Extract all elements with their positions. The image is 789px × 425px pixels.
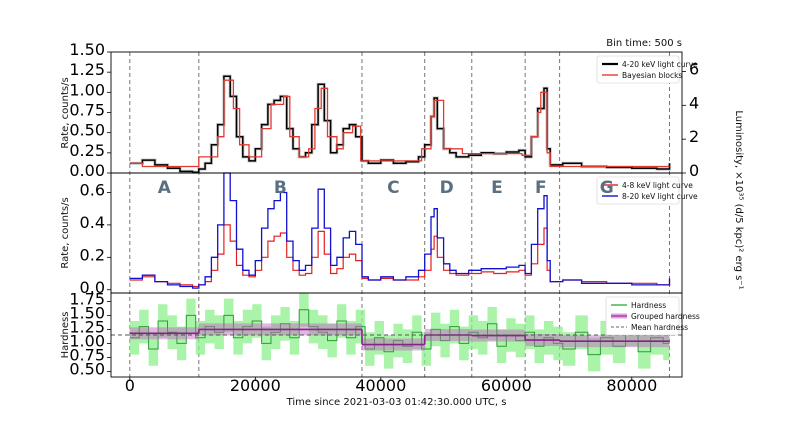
xtick-label-4: 80000 <box>606 376 657 395</box>
legend-box-2 <box>605 296 680 336</box>
segment-label-B: B <box>274 178 287 198</box>
ytick-label-2-2: 1.00 <box>69 331 105 350</box>
legend-0: 4-20 keV light curve Bayesian blocks <box>596 55 698 84</box>
ytick-label-2-4: 1.50 <box>69 303 105 322</box>
segment-label-D: D <box>440 178 454 198</box>
ylabel-bottom: Hardness <box>60 312 71 359</box>
ytick-label-2-3: 1.25 <box>69 317 105 336</box>
ytick-label-0-4: 1.00 <box>69 80 105 99</box>
ylabel-top: Rate, counts/s <box>60 77 71 148</box>
xtick-label-1: 20000 <box>230 376 281 395</box>
segment-label-A: A <box>158 178 172 198</box>
legend-label-0-0: 4-20 keV light curve <box>622 60 698 69</box>
segment-label-E: E <box>491 178 503 198</box>
segment-label-G: G <box>600 178 614 198</box>
ytick-label-0-3: 0.75 <box>69 101 105 120</box>
ytick-label-0-2: 0.50 <box>69 121 105 140</box>
panel-frame-2 <box>110 292 683 378</box>
right-ytick-label-3: 6 <box>689 59 699 78</box>
xlabel: Time since 2021-03-03 01:42:30.000 UTC, … <box>286 397 507 408</box>
ytick-label-0-6: 1.50 <box>69 40 105 59</box>
xtick-label-0: 0 <box>125 376 135 395</box>
ytick-label-2-0: 0.50 <box>69 359 105 378</box>
series-bayesian-blocks <box>129 79 670 168</box>
legend-2: Hardness Grouped hardness Mean hardness <box>605 296 700 336</box>
panel-frame-0 <box>110 51 683 174</box>
series-lightcurve-4-20 <box>129 75 671 173</box>
ylabel-right: Luminosity, ×10³⁵ (d/5 kpc)² erg s⁻¹ <box>733 110 744 289</box>
right-ytick-label-2: 4 <box>689 93 699 112</box>
legend-label-1-1: 8-20 keV light curve <box>622 192 698 201</box>
legend-label-1-0: 4-8 keV light curve <box>622 181 693 190</box>
ytick-label-2-5: 1.75 <box>69 289 105 308</box>
xtick-label-3: 60000 <box>481 376 532 395</box>
bottom-plot-area <box>111 293 682 372</box>
right-ytick-label-0: 0 <box>689 161 699 180</box>
legend-label-2-1: Grouped hardness <box>631 312 700 321</box>
ytick-label-1-0: 0.0 <box>80 278 105 297</box>
ytick-label-1-2: 0.4 <box>80 213 105 232</box>
ytick-label-1-3: 0.6 <box>80 180 105 199</box>
ytick-label-0-5: 1.25 <box>69 60 105 79</box>
ytick-label-0-0: 0.00 <box>69 161 105 180</box>
series-hardness <box>129 309 670 356</box>
ytick-label-0-1: 0.25 <box>69 141 105 160</box>
segment-label-F: F <box>535 178 547 198</box>
legend-box-1 <box>596 176 680 205</box>
legend-label-2-2: Mean hardness <box>631 323 688 332</box>
ylabel-middle: Rate, counts/s <box>60 197 71 268</box>
xtick-label-2: 40000 <box>355 376 406 395</box>
hardness-error-band <box>129 293 670 372</box>
legend-label-0-1: Bayesian blocks <box>622 71 682 80</box>
legend-box-0 <box>596 55 680 84</box>
series-lightcurve-8-20 <box>129 172 671 289</box>
segment-label-C: C <box>387 178 399 198</box>
bin-time-label: Bin time: 500 s <box>606 38 682 49</box>
legend-label-2-0: Hardness <box>631 301 666 310</box>
right-ytick-label-1: 2 <box>689 127 699 146</box>
ytick-label-1-1: 0.2 <box>80 245 105 264</box>
legend-1: 4-8 keV light curve 8-20 keV light curve <box>596 176 698 205</box>
ytick-label-2-1: 0.75 <box>69 345 105 364</box>
